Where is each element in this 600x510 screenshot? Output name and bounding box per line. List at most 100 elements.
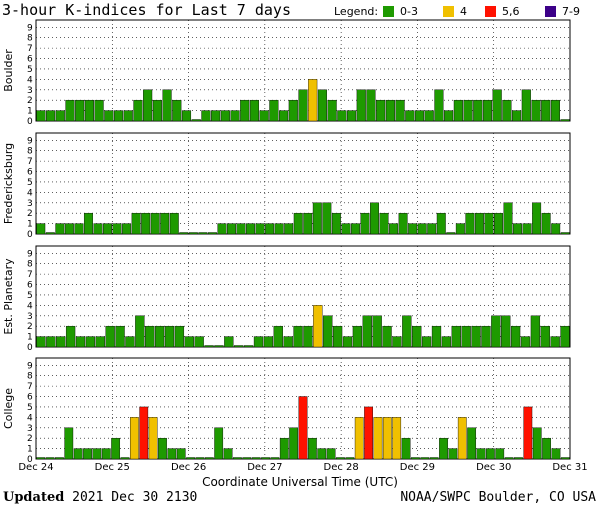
bar <box>135 315 145 348</box>
bar <box>289 427 299 460</box>
bar <box>293 212 303 235</box>
bar <box>346 110 357 122</box>
legend-swatch <box>383 6 394 17</box>
bar <box>431 325 442 348</box>
bar <box>308 79 318 122</box>
bar <box>522 223 532 235</box>
bar <box>141 212 151 235</box>
k-index-chart: 3-hour K-indices for Last 7 days Legend: 0… <box>2 1 588 489</box>
bar <box>362 315 372 348</box>
bar <box>326 448 336 460</box>
bar <box>251 457 261 460</box>
bar <box>298 89 308 122</box>
y-tick-label: 3 <box>27 424 33 434</box>
x-tick-label: Dec 29 <box>400 462 435 473</box>
panel-label: Boulder <box>2 49 15 92</box>
legend-item-label: 4 <box>460 5 467 18</box>
y-tick-label: 5 <box>27 403 33 413</box>
bar <box>194 336 204 348</box>
bar <box>530 315 541 348</box>
bar <box>461 325 471 348</box>
bar <box>181 110 192 122</box>
bar <box>417 223 427 235</box>
legend-item-label: 5,6 <box>502 5 520 18</box>
bar <box>434 89 444 122</box>
bar <box>55 457 64 460</box>
bar <box>36 336 46 348</box>
y-tick-label: 3 <box>27 86 33 96</box>
panel-label: Fredericksburg <box>2 143 15 224</box>
bar <box>265 223 275 235</box>
bar <box>73 448 83 460</box>
bar <box>101 448 111 460</box>
y-tick-label: 8 <box>27 34 33 44</box>
x-tick-label: Dec 24 <box>18 462 53 473</box>
y-tick-label: 1 <box>27 220 33 230</box>
bar <box>421 336 432 348</box>
bar <box>65 325 76 348</box>
bar <box>395 99 405 122</box>
bar <box>495 448 505 460</box>
y-tick-label: 4 <box>27 75 33 85</box>
bar <box>284 223 294 235</box>
x-tick-label: Dec 25 <box>95 462 130 473</box>
bar <box>513 223 523 235</box>
bar <box>74 223 84 235</box>
bar <box>370 202 379 235</box>
bar <box>234 345 244 348</box>
bar <box>372 315 382 348</box>
bar <box>162 89 172 122</box>
y-tick-label: 4 <box>27 413 33 423</box>
bar <box>269 99 279 122</box>
bar <box>482 99 493 122</box>
bar <box>160 212 170 235</box>
panel-label: College <box>2 388 15 429</box>
bar <box>83 212 93 235</box>
bar <box>332 325 343 348</box>
bar <box>492 89 502 122</box>
bar <box>201 110 211 122</box>
bar <box>279 437 289 460</box>
bar <box>246 223 256 235</box>
bar <box>112 223 122 235</box>
bar <box>373 417 383 460</box>
bar <box>467 427 477 460</box>
bar <box>46 336 56 348</box>
bar <box>491 315 501 348</box>
panel-frame <box>35 132 571 235</box>
bar <box>298 396 308 460</box>
bar <box>444 110 454 122</box>
y-tick-label: 8 <box>27 372 33 382</box>
x-tick-label: Dec 26 <box>171 462 206 473</box>
bar <box>211 110 221 122</box>
bar <box>36 110 46 122</box>
credit-text: NOAA/SWPC Boulder, CO USA <box>400 490 596 505</box>
bar <box>436 212 446 235</box>
bar <box>129 417 139 460</box>
bar <box>255 223 265 235</box>
bar <box>84 99 94 122</box>
x-axis-title: Coordinate Universal Time (UTC) <box>202 475 398 489</box>
bar <box>220 110 230 122</box>
bar <box>514 457 523 460</box>
bar <box>174 325 185 348</box>
bar <box>455 223 465 235</box>
bar <box>541 99 551 122</box>
bar <box>382 417 392 460</box>
bar <box>93 223 103 235</box>
bar <box>204 345 214 348</box>
bar <box>45 232 55 235</box>
bar <box>303 212 313 235</box>
bar <box>520 336 531 348</box>
bar <box>531 99 541 122</box>
bar <box>485 448 495 460</box>
bar <box>560 457 570 460</box>
bar <box>560 232 570 235</box>
y-tick-label: 9 <box>27 361 33 371</box>
bar <box>354 417 364 460</box>
bar <box>322 202 332 235</box>
y-tick-label: 2 <box>27 434 33 444</box>
bar <box>123 110 133 122</box>
bar <box>501 315 511 348</box>
bar <box>207 232 217 235</box>
